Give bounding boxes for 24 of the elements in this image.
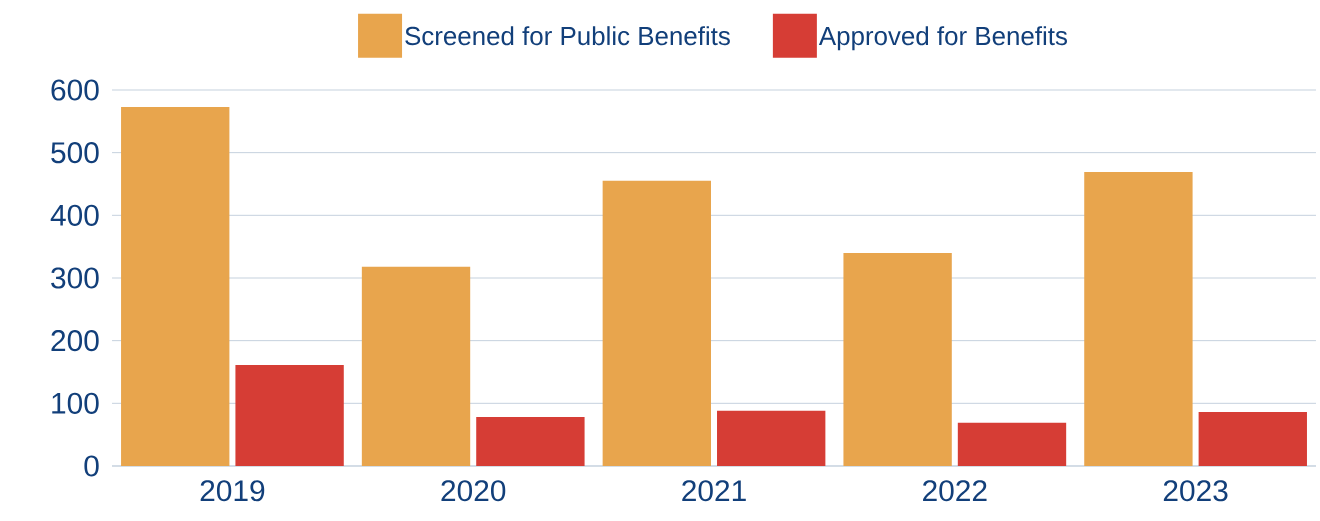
x-tick-label: 2023 [1163,480,1228,502]
bar [957,422,1067,466]
y-tick-label: 300 [51,267,99,289]
bar [1084,172,1193,466]
x-tick-label: 2019 [200,480,265,502]
bar [476,417,585,466]
bar [361,266,471,466]
y-tick-label: 400 [50,204,99,226]
bar [843,252,952,466]
y-tick-label: 500 [51,142,99,164]
legend-label: Approved for Benefits [818,26,1067,51]
x-tick-label: 2022 [923,480,987,502]
y-tick-label: 600 [51,79,99,101]
bar [1198,412,1307,466]
bar [717,410,826,466]
y-tick-label: 200 [51,330,99,352]
bar [121,106,230,466]
bar [602,180,711,466]
bar [235,365,344,466]
x-tick-label: 2021 [682,480,746,502]
x-tick-label: 2020 [441,480,506,502]
y-tick-label: 100 [52,392,99,414]
legend-label: Screened for Public Benefits [405,26,730,46]
y-tick-label: 0 [84,455,99,477]
